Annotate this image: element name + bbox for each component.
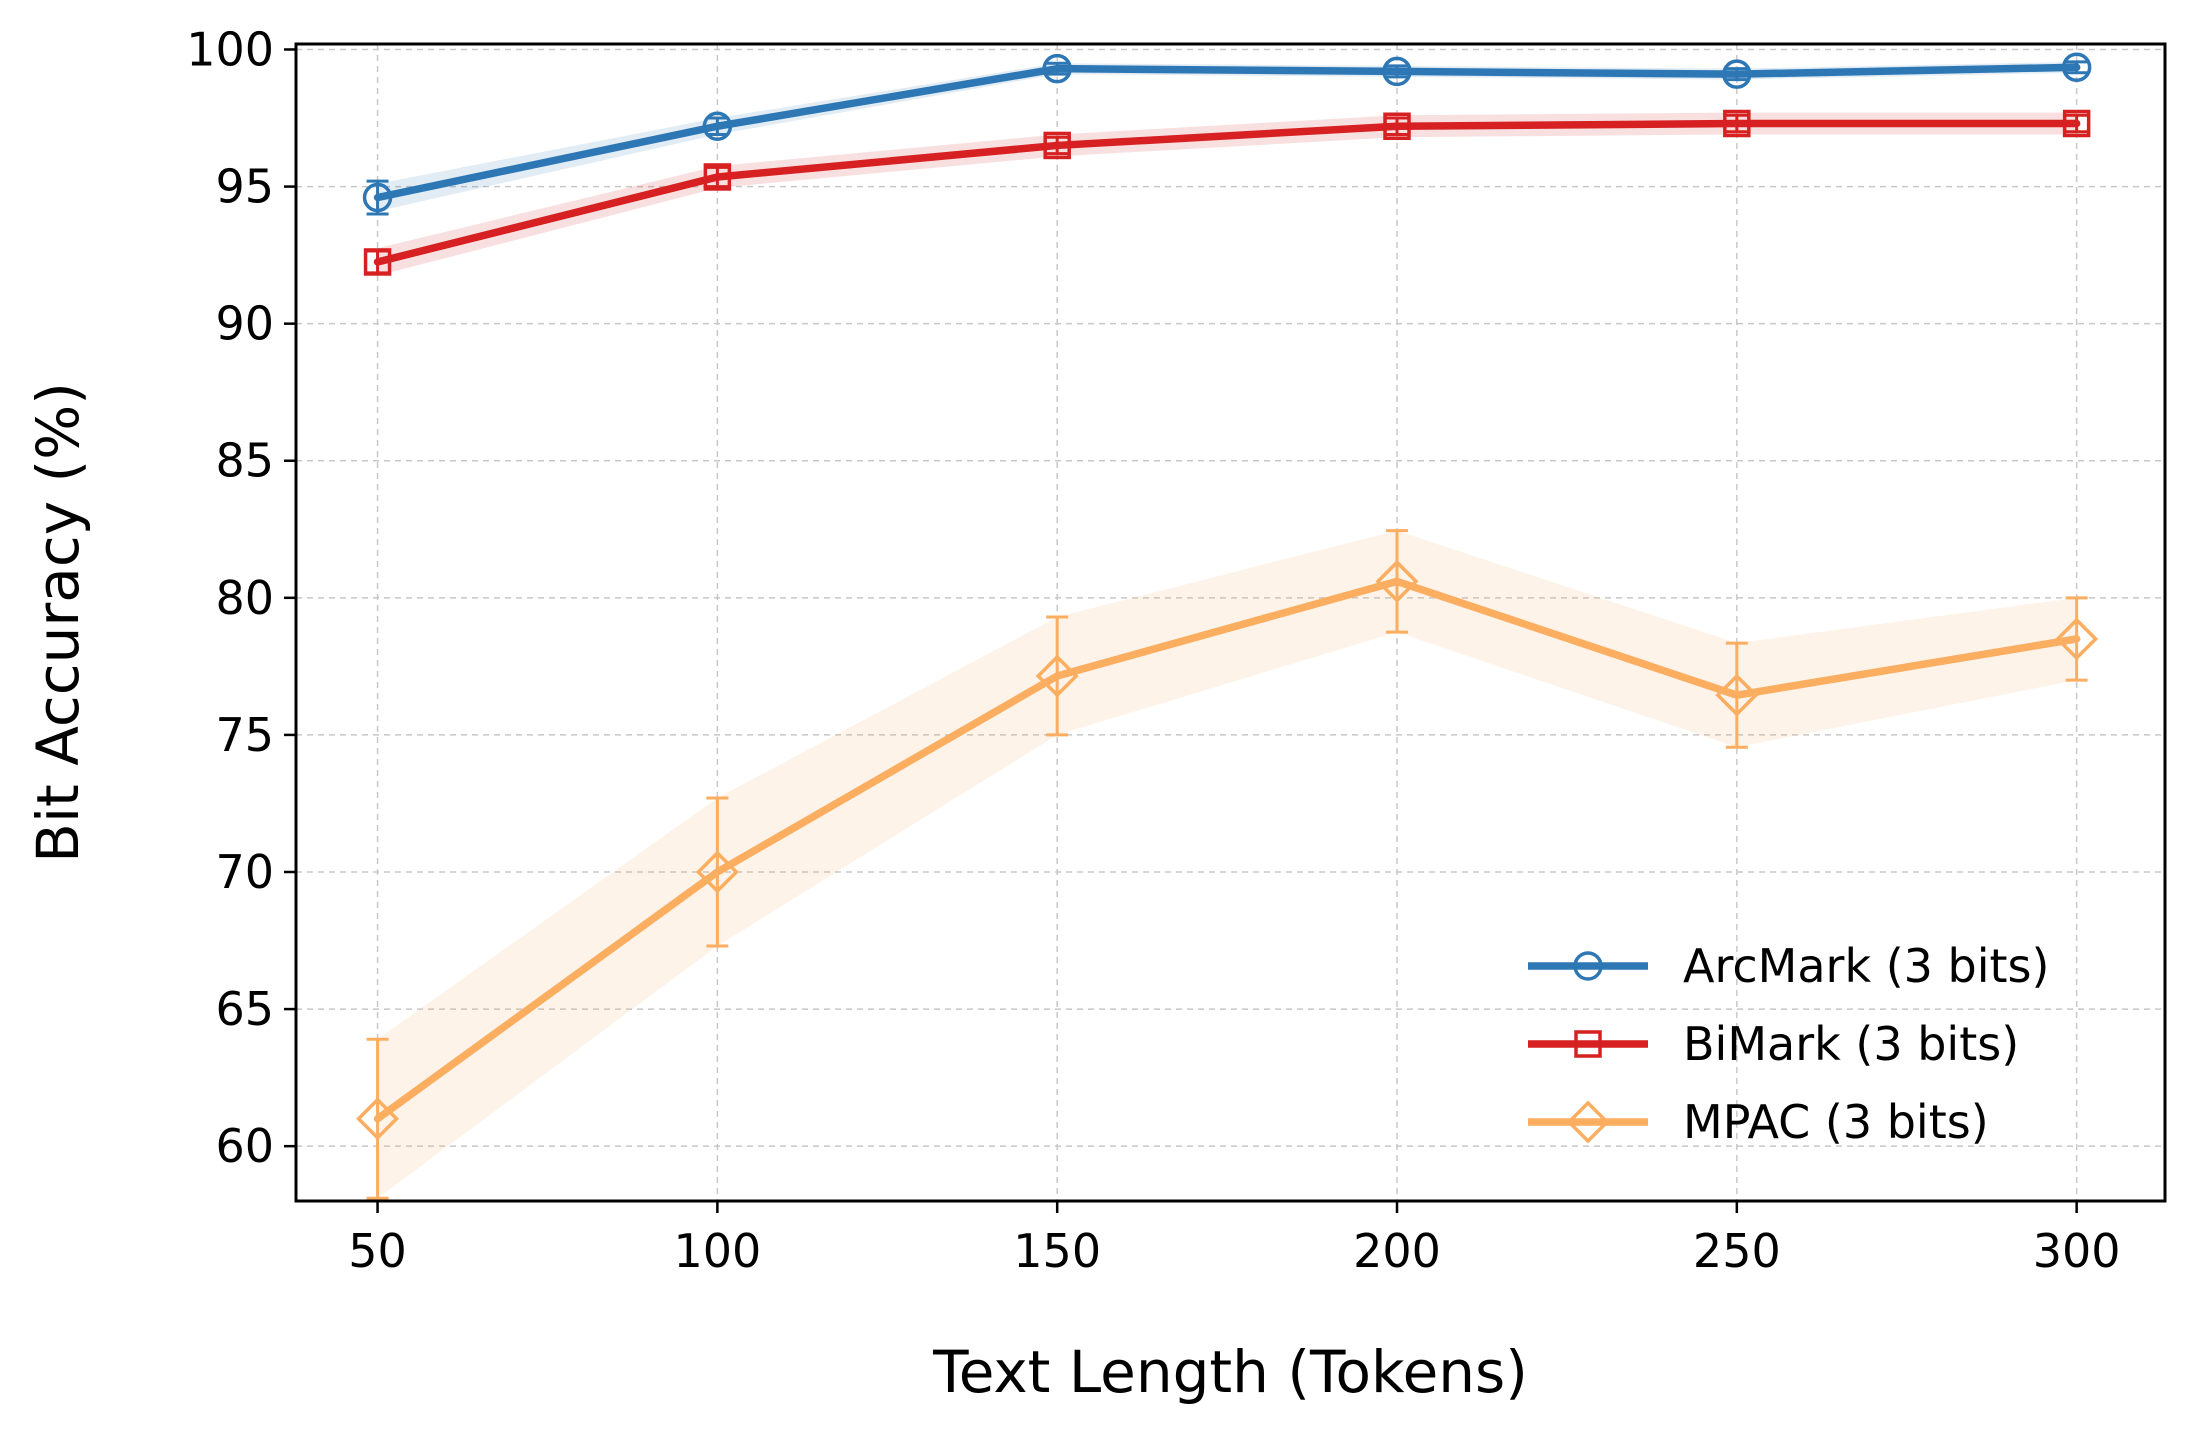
y-tick-label: 70 xyxy=(215,845,274,899)
data-point xyxy=(1042,53,1072,84)
legend-item: MPAC (3 bits) xyxy=(1528,1095,1989,1149)
data-point xyxy=(356,1097,400,1141)
grid xyxy=(296,44,2165,1201)
data-point xyxy=(2062,109,2091,138)
series-1 xyxy=(363,109,2091,276)
y-tick-label: 85 xyxy=(215,434,274,488)
x-tick-label: 200 xyxy=(1353,1224,1441,1278)
y-tick-label: 60 xyxy=(215,1119,274,1173)
y-tick-label: 95 xyxy=(215,160,274,214)
y-tick-label: 65 xyxy=(215,982,274,1036)
x-tick-label: 100 xyxy=(673,1224,761,1278)
data-point xyxy=(1715,673,1759,717)
data-point xyxy=(1723,109,1751,138)
series-band xyxy=(377,530,2077,1199)
data-point xyxy=(2055,617,2099,661)
x-tick-label: 300 xyxy=(2033,1224,2121,1278)
x-tick-label: 50 xyxy=(348,1224,407,1278)
series-band xyxy=(377,112,2077,276)
legend-marker xyxy=(1574,1030,1602,1058)
legend-label: MPAC (3 bits) xyxy=(1683,1095,1989,1149)
data-point xyxy=(702,111,733,142)
x-axis-title: Text Length (Tokens) xyxy=(932,1338,1528,1406)
series-line xyxy=(373,119,2081,266)
x-tick-label: 150 xyxy=(1013,1224,1101,1278)
legend: ArcMark (3 bits) BiMark (3 bits) MPAC (3 b… xyxy=(1528,939,2049,1149)
data-point xyxy=(1043,131,1071,160)
data-point xyxy=(1382,56,1412,87)
data-point xyxy=(1383,112,1411,141)
legend-label: ArcMark (3 bits) xyxy=(1683,939,2049,993)
data-point xyxy=(1375,559,1419,603)
series-layer xyxy=(356,52,2099,1200)
series-0 xyxy=(362,52,2092,216)
y-tick-label: 90 xyxy=(215,297,274,351)
legend-marker xyxy=(1573,951,1603,981)
series-line xyxy=(373,63,2081,202)
legend-item: ArcMark (3 bits) xyxy=(1528,939,2049,993)
legend-item: BiMark (3 bits) xyxy=(1528,1017,2019,1071)
data-point xyxy=(1035,654,1079,698)
data-point xyxy=(1722,59,1752,89)
plot-frame xyxy=(294,42,2167,1203)
y-tick-label: 75 xyxy=(215,708,274,762)
legend-marker xyxy=(1566,1100,1610,1144)
series-2 xyxy=(356,529,2099,1200)
ticks: 50 100 150 200 250 300 60 65 70 75 80 85 90 95 100 xyxy=(186,22,2120,1278)
x-tick-label: 250 xyxy=(1693,1224,1781,1278)
data-point xyxy=(703,163,732,191)
data-point xyxy=(363,248,392,276)
series-line xyxy=(373,577,2081,1123)
legend-label: BiMark (3 bits) xyxy=(1683,1017,2019,1071)
y-tick-label: 80 xyxy=(215,571,274,625)
data-point xyxy=(695,850,739,894)
data-point xyxy=(2061,52,2092,83)
data-point xyxy=(362,182,393,213)
y-tick-label: 100 xyxy=(186,22,274,76)
y-axis-title: Bit Accuracy (%) xyxy=(24,382,92,863)
